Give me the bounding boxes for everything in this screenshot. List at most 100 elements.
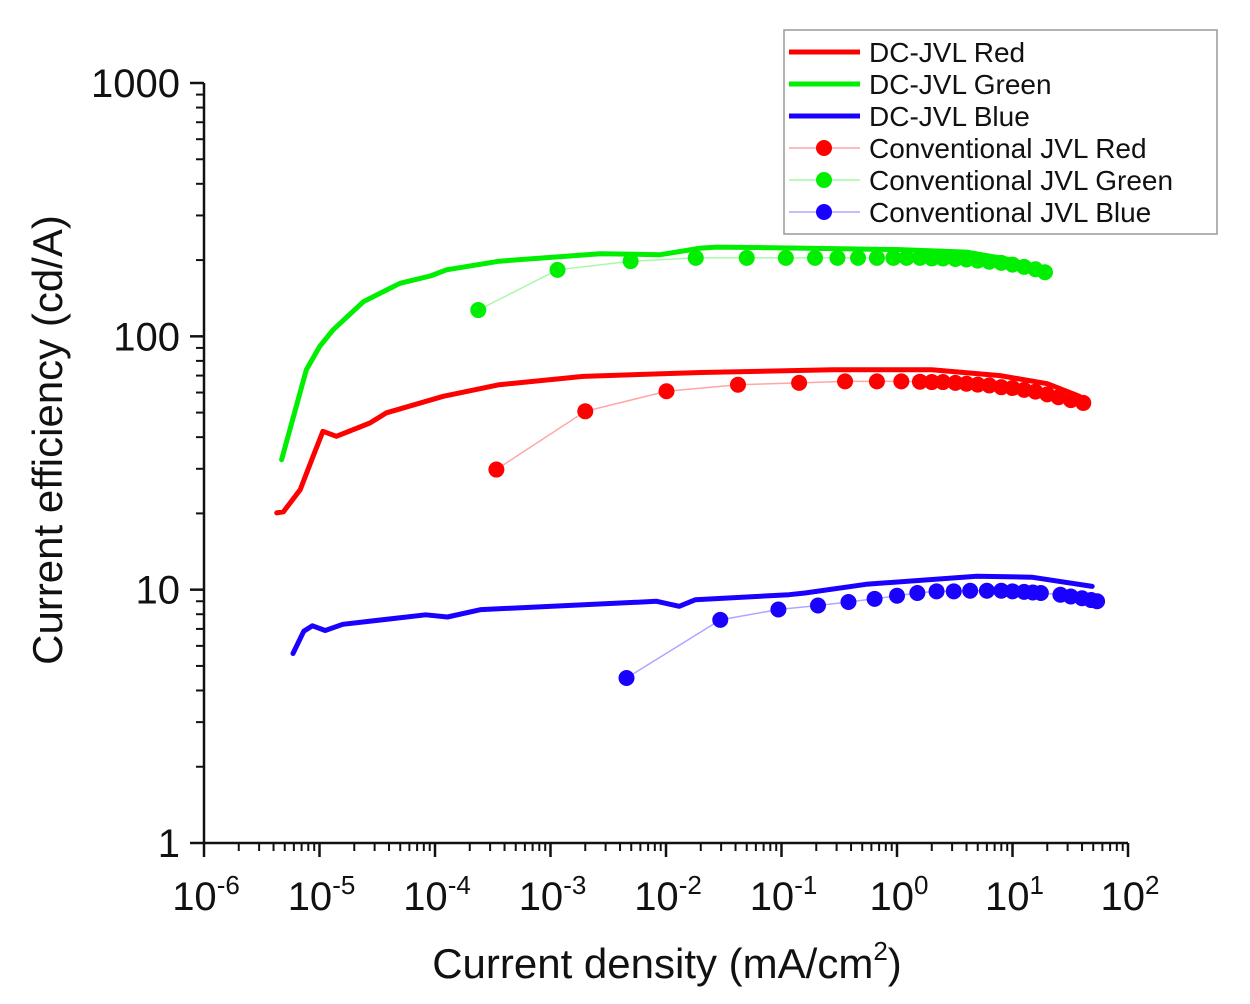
x-tick-label-base: 10 xyxy=(519,875,564,919)
data-point xyxy=(969,252,986,269)
data-point xyxy=(791,374,808,391)
data-point xyxy=(729,376,746,393)
data-point xyxy=(934,250,951,267)
data-point xyxy=(889,587,905,604)
data-point xyxy=(981,377,998,394)
data-point xyxy=(1075,394,1092,411)
data-point xyxy=(978,582,995,599)
data-point xyxy=(885,249,902,266)
data-point xyxy=(738,249,755,266)
x-tick-label-base: 10 xyxy=(172,875,217,919)
data-point xyxy=(770,601,787,618)
legend-item: Conventional JVL Green xyxy=(789,165,1173,196)
data-point xyxy=(1032,585,1049,602)
data-point xyxy=(868,373,885,390)
x-axis-title: Current density (mA/cm2) xyxy=(432,936,902,987)
series-connector-line xyxy=(626,590,1098,679)
x-tick-label: 10-2 xyxy=(634,870,702,919)
axes xyxy=(190,81,1130,857)
data-point xyxy=(934,374,951,391)
data-point xyxy=(850,249,867,266)
x-tick-label: 10-4 xyxy=(403,870,471,919)
y-tick-label: 10 xyxy=(136,569,181,613)
data-point xyxy=(868,249,885,266)
data-point xyxy=(549,261,566,278)
data-point xyxy=(911,373,928,390)
data-point xyxy=(1004,583,1021,600)
series-conventional-jvl-blue xyxy=(618,582,1106,687)
data-point xyxy=(969,376,986,393)
data-point xyxy=(945,583,962,600)
x-tick-label-exponent: -6 xyxy=(217,870,240,900)
legend-label: DC-JVL Green xyxy=(869,69,1052,100)
legend-label: Conventional JVL Blue xyxy=(869,197,1151,228)
data-point xyxy=(911,249,928,266)
x-tick-label-exponent: 2 xyxy=(1145,870,1159,900)
x-tick-label: 100 xyxy=(870,870,929,919)
plot-area xyxy=(274,244,1106,687)
series-dc-jvl-blue xyxy=(290,573,1095,656)
x-axis-title-main: Current density (mA/cm xyxy=(432,940,873,987)
x-axis-title-end: ) xyxy=(888,940,902,987)
series-conventional-jvl-red xyxy=(488,373,1092,478)
data-point xyxy=(1062,392,1079,409)
data-point xyxy=(840,593,857,610)
y-axis-title: Current efficiency (cd/A) xyxy=(24,215,71,665)
data-point xyxy=(806,249,823,266)
data-point xyxy=(687,249,704,266)
data-point xyxy=(928,583,945,600)
series-connector-line xyxy=(495,380,1084,471)
legend-marker-swatch xyxy=(816,172,832,188)
data-point xyxy=(1036,264,1053,281)
y-tick-label: 100 xyxy=(113,315,180,359)
y-tick-label: 1 xyxy=(158,822,180,866)
legend-label: Conventional JVL Green xyxy=(869,165,1173,196)
x-tick-label-exponent: -4 xyxy=(448,870,471,900)
series-dc-jvl-red xyxy=(274,367,1082,516)
x-tick-label: 10-5 xyxy=(288,870,356,919)
data-point xyxy=(809,597,826,614)
data-point xyxy=(898,249,915,266)
x-tick-label-base: 10 xyxy=(1101,875,1146,919)
series-line xyxy=(290,573,1095,656)
legend-label: DC-JVL Red xyxy=(869,37,1025,68)
x-tick-label-base: 10 xyxy=(288,875,333,919)
x-tick-label-base: 10 xyxy=(870,875,915,919)
x-tick-label: 101 xyxy=(985,870,1044,919)
data-point xyxy=(829,249,846,266)
data-point xyxy=(488,461,505,478)
legend-label: Conventional JVL Red xyxy=(869,133,1147,164)
legend-box xyxy=(783,29,1218,235)
x-tick-label: 10-3 xyxy=(519,870,587,919)
series-line xyxy=(274,367,1082,516)
data-point xyxy=(1050,389,1067,406)
x-tick-label-base: 10 xyxy=(403,875,448,919)
x-tick-label-exponent: -2 xyxy=(679,870,702,900)
data-point xyxy=(712,611,729,628)
x-tick-label-base: 10 xyxy=(750,875,795,919)
data-point xyxy=(1089,593,1106,610)
legend-item: DC-JVL Green xyxy=(789,69,1052,100)
x-tick-label-base: 10 xyxy=(634,875,679,919)
series-dc-jvl-green xyxy=(279,244,1049,463)
legend-item: Conventional JVL Red xyxy=(789,133,1147,164)
data-point xyxy=(981,253,998,270)
y-tick-label: 1000 xyxy=(91,62,180,106)
x-tick-label-exponent: 0 xyxy=(914,870,928,900)
series-line xyxy=(279,244,1049,463)
legend-label: DC-JVL Blue xyxy=(869,101,1030,132)
data-point xyxy=(470,302,487,319)
x-axis-title-sup: 2 xyxy=(873,936,887,966)
series-conventional-jvl-green xyxy=(470,249,1053,319)
data-point xyxy=(622,253,639,270)
x-tick-label: 10-1 xyxy=(750,870,818,919)
legend-item: Conventional JVL Blue xyxy=(789,197,1151,228)
data-point xyxy=(923,250,940,267)
legend-marker-swatch xyxy=(816,140,832,156)
data-point xyxy=(837,373,854,390)
legend-item: DC-JVL Red xyxy=(789,37,1025,68)
x-tick-label-base: 10 xyxy=(985,875,1030,919)
x-tick-label-exponent: -3 xyxy=(563,870,586,900)
data-point xyxy=(923,374,940,391)
